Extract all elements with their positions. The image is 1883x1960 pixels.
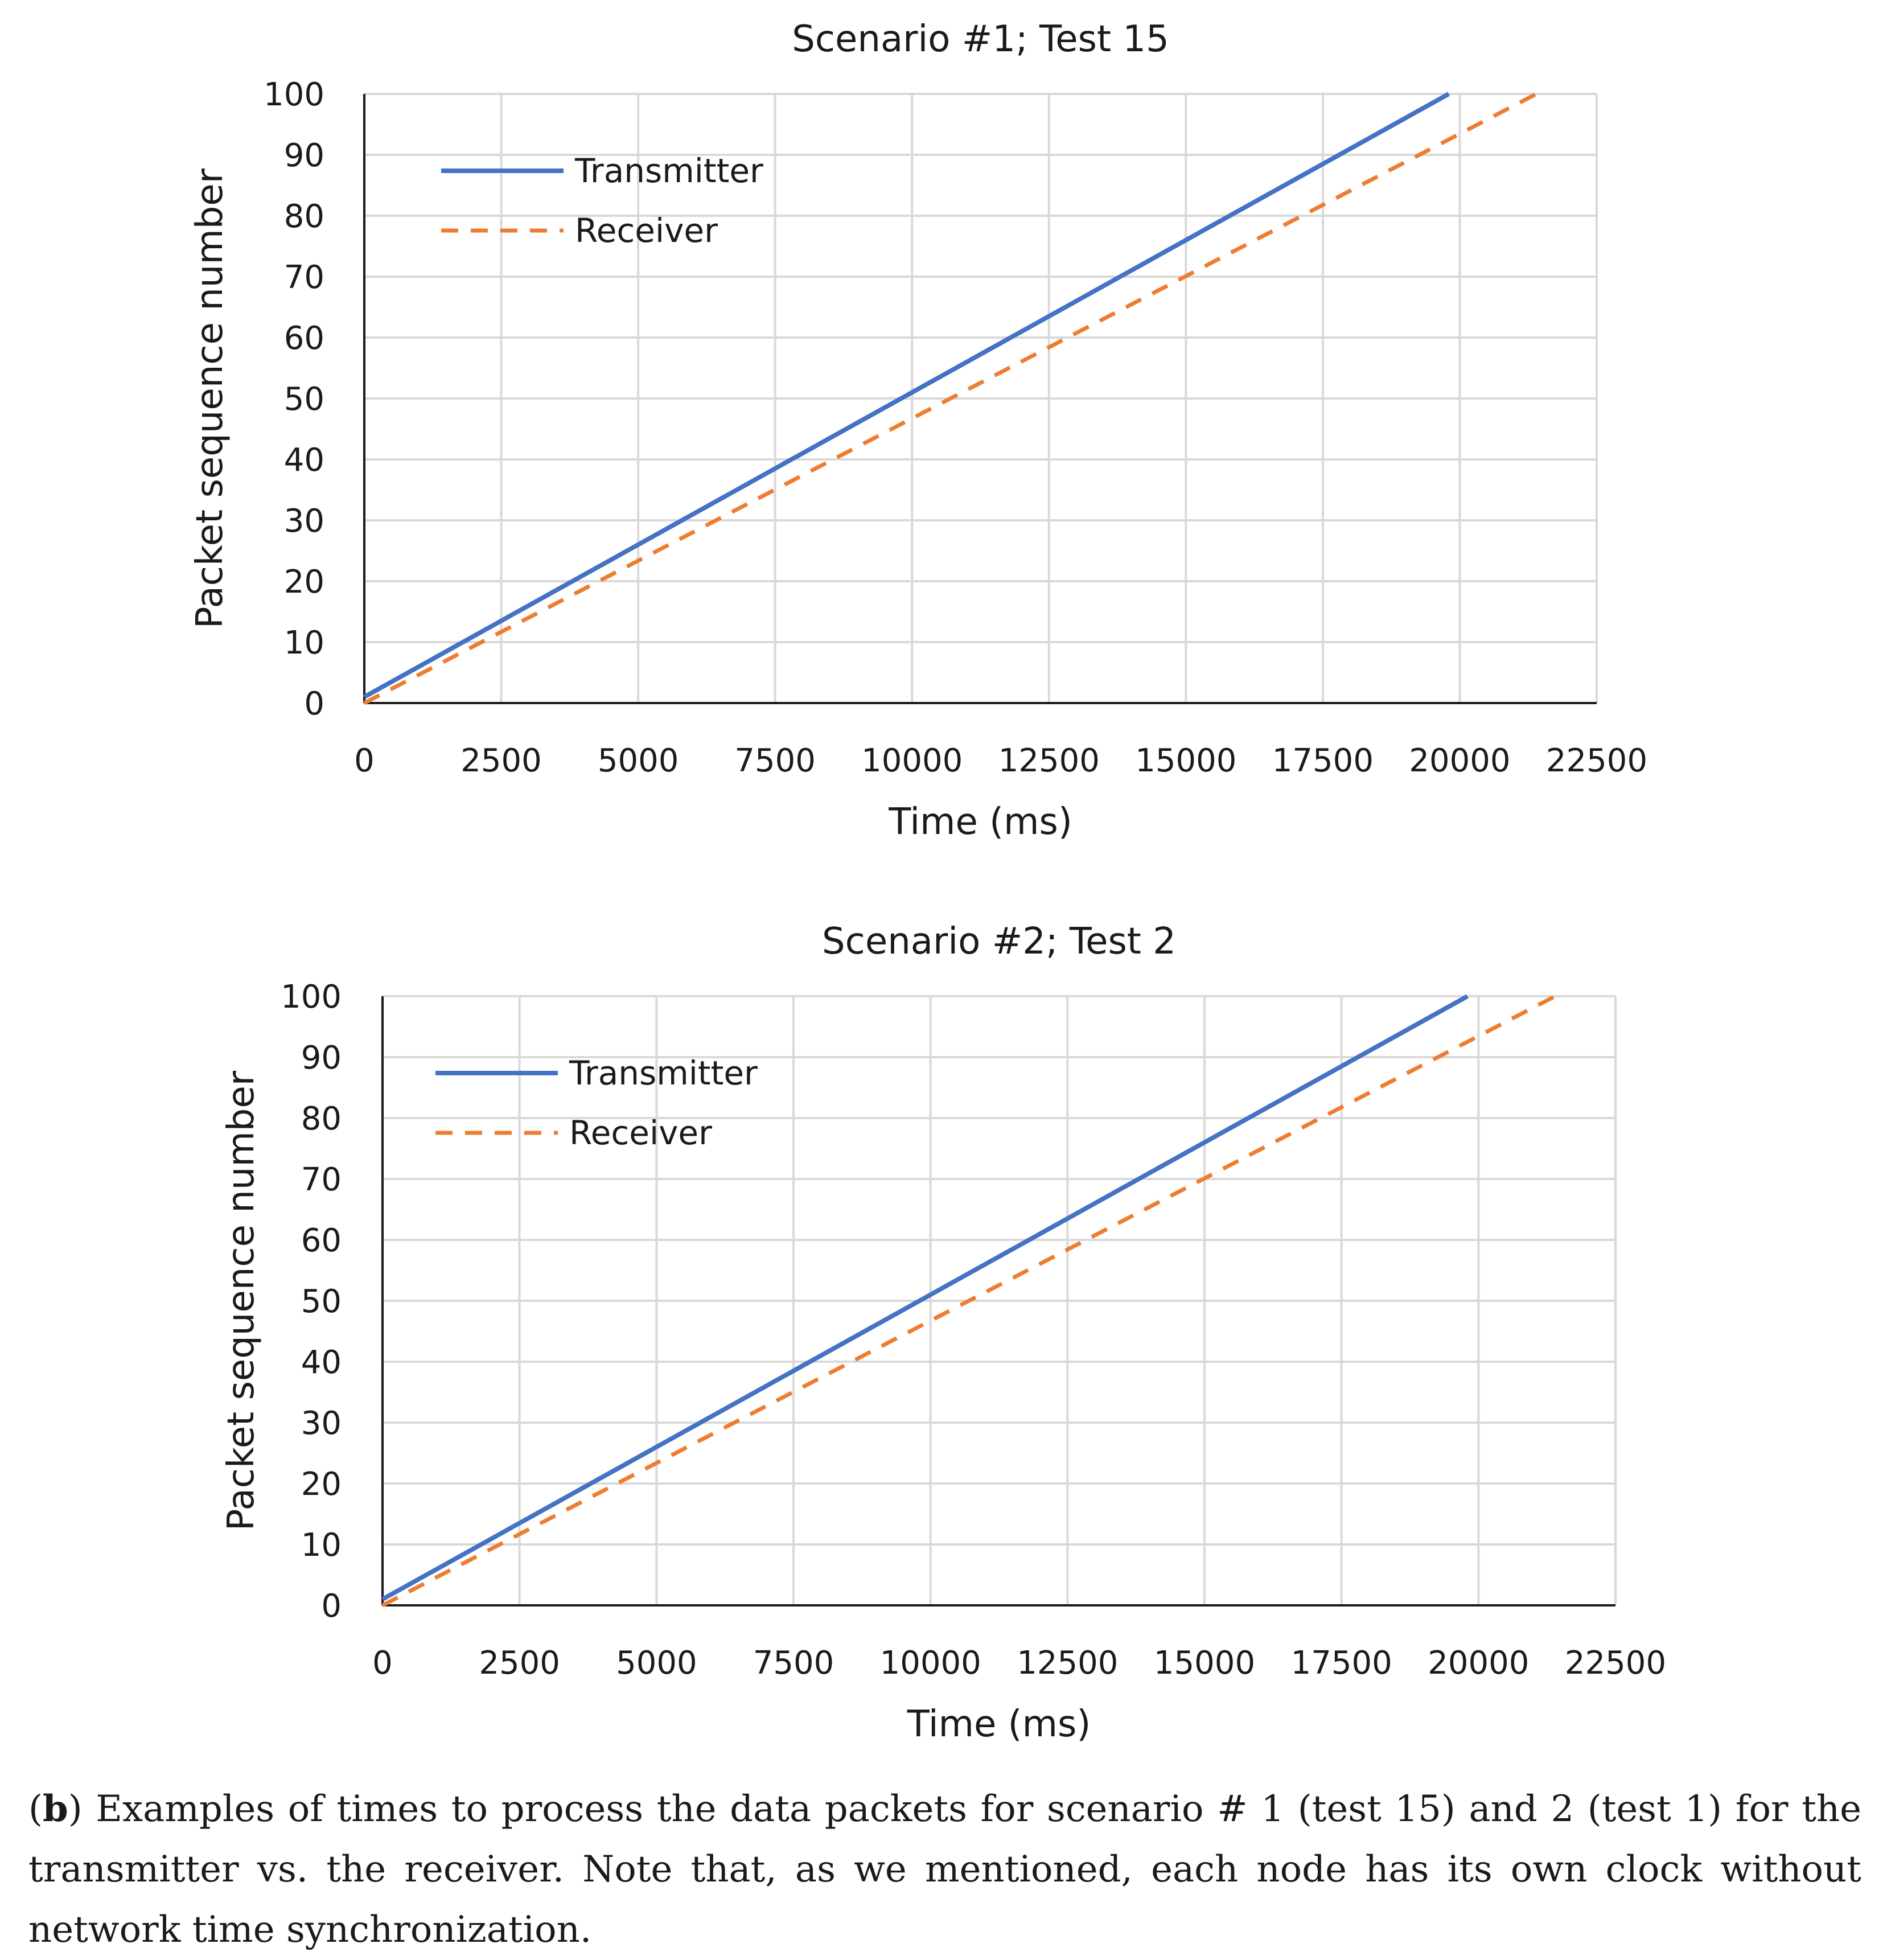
y-tick-label: 100 [281, 979, 342, 1016]
x-tick-label: 7500 [753, 1645, 834, 1682]
x-tick-label: 12500 [998, 742, 1100, 779]
y-tick-label: 0 [321, 1588, 342, 1625]
x-tick-label: 0 [354, 742, 375, 779]
caption-label: b [42, 1788, 68, 1830]
series-line-transmitter [381, 994, 1469, 1601]
y-tick-label: 10 [301, 1527, 342, 1564]
x-tick-label: 2500 [461, 742, 542, 779]
series-line-transmitter [363, 92, 1450, 699]
legend-label: Receiver [569, 1113, 712, 1152]
y-tick-label: 100 [264, 76, 324, 113]
y-tick-label: 70 [284, 259, 324, 296]
y-tick-label: 60 [301, 1222, 342, 1259]
x-axis-label: Time (ms) [907, 1703, 1091, 1745]
y-tick-label: 0 [304, 685, 324, 722]
x-tick-label: 5000 [598, 742, 679, 779]
x-tick-label: 15000 [1154, 1645, 1255, 1682]
y-tick-label: 40 [301, 1344, 342, 1381]
legend-label: Transmitter [569, 1054, 758, 1092]
x-tick-label: 7500 [734, 742, 816, 779]
y-tick-label: 90 [301, 1039, 342, 1076]
chart-title: Scenario #1; Test 15 [792, 18, 1169, 60]
y-tick-label: 90 [284, 137, 324, 174]
x-axis-label: Time (ms) [888, 801, 1072, 843]
chart-title: Scenario #2; Test 2 [822, 921, 1176, 963]
x-tick-label: 15000 [1135, 742, 1236, 779]
x-tick-label: 17500 [1291, 1645, 1392, 1682]
x-tick-label: 0 [372, 1645, 393, 1682]
y-tick-label: 50 [301, 1283, 342, 1320]
y-tick-label: 80 [284, 198, 324, 235]
x-tick-label: 5000 [616, 1645, 697, 1682]
x-tick-label: 12500 [1017, 1645, 1118, 1682]
caption-text: Examples of times to process the data pa… [28, 1788, 1861, 1951]
legend-label: Transmitter [574, 151, 763, 190]
x-tick-label: 20000 [1428, 1645, 1529, 1682]
x-tick-label: 22500 [1546, 742, 1647, 779]
y-tick-label: 70 [301, 1161, 342, 1198]
x-tick-label: 10000 [861, 742, 963, 779]
y-tick-label: 50 [284, 381, 324, 418]
x-tick-label: 17500 [1272, 742, 1374, 779]
y-axis-label: Packet sequence number [189, 168, 231, 628]
y-axis-label: Packet sequence number [220, 1070, 262, 1531]
x-tick-label: 20000 [1409, 742, 1510, 779]
legend-label: Receiver [575, 211, 718, 250]
y-tick-label: 60 [284, 320, 324, 357]
chart-scenario-1: Scenario #1; Test 15 0 10 20 30 40 50 60 70 80 90 1… [189, 18, 1647, 843]
series-line-receiver [363, 92, 1537, 705]
y-tick-label: 20 [301, 1466, 342, 1503]
y-tick-label: 40 [284, 442, 324, 479]
y-tick-label: 30 [301, 1405, 342, 1442]
y-tick-label: 10 [284, 624, 324, 661]
y-tick-label: 20 [284, 564, 324, 601]
y-tick-label: 80 [301, 1100, 342, 1137]
chart-scenario-2: Scenario #2; Test 2 0 10 20 30 40 50 60 70 80 90 10… [220, 921, 1666, 1745]
series-line-receiver [381, 994, 1556, 1608]
x-tick-label: 22500 [1565, 1645, 1666, 1682]
y-tick-label: 30 [284, 503, 324, 540]
x-tick-label: 10000 [880, 1645, 981, 1682]
x-tick-label: 2500 [479, 1645, 560, 1682]
figure-caption: (b) Examples of times to process the dat… [28, 1788, 1861, 1951]
